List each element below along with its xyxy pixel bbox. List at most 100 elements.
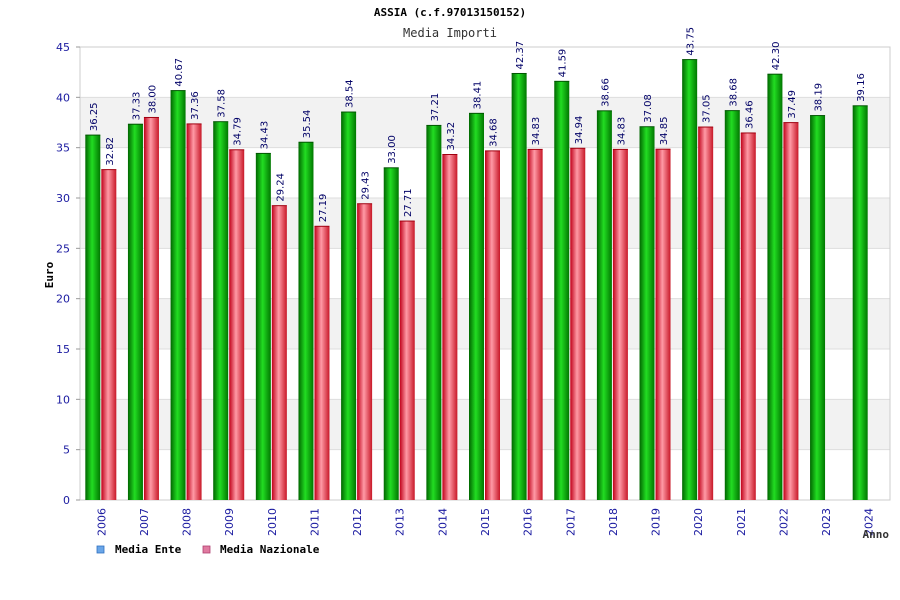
y-axis: 0 5 10 15 20 25 30 35 40 45 bbox=[56, 41, 80, 507]
y-axis-label: Euro bbox=[43, 261, 56, 288]
value-label-media-nazionale: 36.46 bbox=[744, 100, 755, 129]
chart-subtitle: Media Importi bbox=[403, 26, 497, 40]
y-tick-label: 20 bbox=[56, 293, 70, 306]
x-tick-label: 2018 bbox=[607, 508, 620, 536]
legend-item-media-ente: Media Ente bbox=[96, 543, 182, 556]
bar-media-ente bbox=[426, 125, 442, 500]
bar-media-nazionale bbox=[740, 132, 756, 500]
bar-media-nazionale bbox=[655, 149, 671, 500]
legend: Media Ente Media Nazionale bbox=[96, 543, 320, 556]
x-tick-label: 2006 bbox=[95, 508, 108, 536]
bar-media-ente bbox=[810, 115, 826, 500]
x-tick-label: 2012 bbox=[351, 508, 364, 536]
bar-media-ente bbox=[213, 121, 229, 500]
bar-media-nazionale bbox=[612, 149, 628, 501]
x-tick-label: 2014 bbox=[436, 508, 449, 536]
y-tick-label: 15 bbox=[56, 343, 70, 356]
value-label-media-nazionale: 37.36 bbox=[190, 91, 201, 120]
value-label-media-nazionale: 34.83 bbox=[616, 117, 627, 146]
value-label-media-ente: 37.08 bbox=[643, 94, 654, 123]
value-label-media-ente: 38.54 bbox=[345, 79, 356, 108]
chart-title: ASSIA (c.f.97013150152) bbox=[374, 6, 526, 19]
x-tick-label: 2016 bbox=[522, 508, 535, 536]
value-label-media-ente: 38.68 bbox=[728, 78, 739, 107]
x-tick-label: 2020 bbox=[692, 508, 705, 536]
bar-media-ente bbox=[511, 73, 527, 500]
value-label-media-ente: 42.30 bbox=[771, 42, 782, 71]
bar-media-ente bbox=[255, 153, 271, 500]
bar-media-ente bbox=[298, 142, 314, 501]
x-tick-label: 2009 bbox=[223, 508, 236, 536]
bar-media-nazionale bbox=[485, 150, 500, 500]
bar-media-ente bbox=[341, 112, 357, 500]
value-label-media-ente: 33.00 bbox=[387, 135, 398, 164]
value-label-media-nazionale: 29.24 bbox=[275, 173, 286, 202]
bar-media-nazionale bbox=[399, 221, 415, 500]
bar-media-nazionale bbox=[527, 149, 543, 501]
value-label-media-nazionale: 37.05 bbox=[702, 94, 713, 123]
x-tick-label: 2013 bbox=[394, 508, 407, 536]
bar-media-ente bbox=[852, 105, 868, 500]
bar-media-nazionale bbox=[698, 127, 714, 500]
x-tick-label: 2024 bbox=[863, 508, 876, 536]
bar-media-ente bbox=[170, 90, 186, 500]
value-label-media-nazionale: 34.85 bbox=[659, 117, 670, 146]
y-tick-label: 40 bbox=[56, 91, 70, 104]
y-tick-label: 45 bbox=[56, 41, 70, 54]
x-axis-label: Anno bbox=[863, 528, 890, 541]
value-label-media-nazionale: 34.68 bbox=[489, 118, 500, 147]
bar-media-ente bbox=[127, 124, 143, 500]
value-label-media-ente: 35.54 bbox=[302, 110, 313, 139]
bar-media-nazionale bbox=[442, 154, 458, 500]
y-tick-label: 30 bbox=[56, 192, 70, 205]
value-label-media-ente: 42.37 bbox=[515, 41, 526, 70]
value-label-media-nazionale: 34.79 bbox=[233, 117, 244, 146]
value-label-media-ente: 40.67 bbox=[174, 58, 185, 87]
bar-media-ente bbox=[682, 59, 698, 500]
value-label-media-ente: 39.16 bbox=[856, 73, 867, 102]
bar-labels: 36.25 32.82 37.33 38.00 40.67 37.36 37.58 34.79… bbox=[89, 27, 867, 222]
bar-media-ente bbox=[554, 81, 570, 500]
x-axis: 2006 2007 2008 2009 2010 2011 2012 2013 2014 2015… bbox=[95, 508, 875, 536]
y-tick-label: 10 bbox=[56, 393, 70, 406]
y-tick-label: 0 bbox=[63, 494, 70, 507]
value-label-media-ente: 38.66 bbox=[600, 78, 611, 107]
bar-media-nazionale bbox=[314, 226, 330, 500]
bar-media-nazionale bbox=[101, 169, 117, 500]
x-tick-label: 2011 bbox=[308, 508, 321, 536]
value-label-media-nazionale: 32.82 bbox=[105, 137, 116, 166]
value-label-media-ente: 43.75 bbox=[686, 27, 697, 56]
bars bbox=[85, 59, 868, 501]
bar-media-ente bbox=[383, 167, 399, 501]
bar-media-nazionale bbox=[186, 123, 202, 500]
x-tick-label: 2008 bbox=[181, 508, 194, 536]
bar-media-nazionale bbox=[570, 148, 586, 500]
value-label-media-ente: 36.25 bbox=[89, 102, 100, 131]
value-label-media-ente: 37.21 bbox=[430, 93, 441, 122]
legend-label-media-nazionale: Media Nazionale bbox=[220, 543, 320, 556]
bar-media-ente bbox=[469, 113, 484, 501]
grid-band bbox=[80, 47, 890, 98]
x-tick-label: 2019 bbox=[650, 508, 663, 536]
x-tick-label: 2023 bbox=[820, 508, 833, 536]
value-label-media-ente: 38.19 bbox=[814, 83, 825, 112]
value-label-media-nazionale: 38.00 bbox=[147, 85, 158, 114]
bar-media-nazionale bbox=[271, 205, 287, 500]
value-label-media-ente: 34.43 bbox=[259, 121, 270, 150]
value-label-media-nazionale: 29.43 bbox=[361, 171, 372, 200]
x-tick-label: 2017 bbox=[564, 508, 577, 536]
value-label-media-nazionale: 34.32 bbox=[446, 122, 457, 151]
y-tick-label: 25 bbox=[56, 242, 70, 255]
x-tick-label: 2022 bbox=[777, 508, 790, 536]
x-tick-label: 2007 bbox=[138, 508, 151, 536]
bar-media-ente bbox=[85, 135, 101, 501]
value-label-media-nazionale: 34.83 bbox=[531, 117, 542, 146]
x-tick-label: 2015 bbox=[479, 508, 492, 536]
bar-media-ente bbox=[724, 110, 740, 500]
legend-swatch-media-ente bbox=[96, 545, 105, 554]
value-label-media-ente: 37.58 bbox=[217, 89, 228, 118]
bar-media-ente bbox=[639, 126, 655, 500]
value-label-media-ente: 41.59 bbox=[558, 49, 569, 78]
x-tick-label: 2010 bbox=[266, 508, 279, 536]
y-tick-label: 35 bbox=[56, 142, 70, 155]
